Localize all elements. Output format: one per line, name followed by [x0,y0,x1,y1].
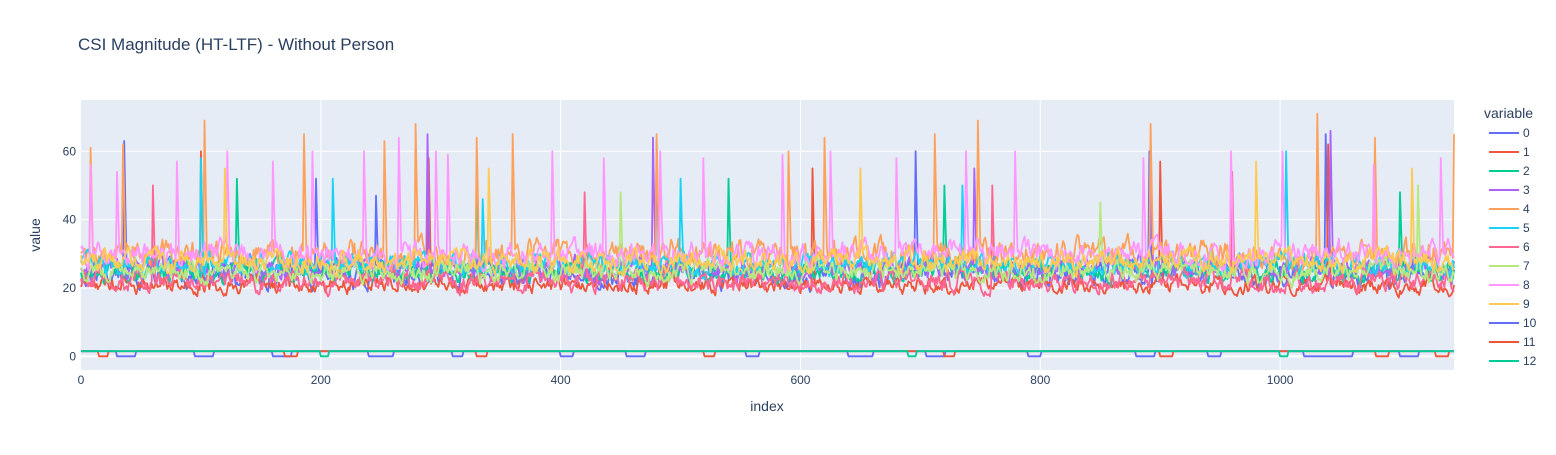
legend-item-0[interactable]: 0 [1489,126,1530,140]
x-axis-title: index [750,398,783,414]
legend-label: 2 [1523,164,1530,178]
legend-label: 6 [1523,240,1530,254]
x-tick-label: 200 [311,373,331,387]
legend-item-8[interactable]: 8 [1489,278,1530,292]
y-tick-label: 0 [69,349,76,363]
legend-item-12[interactable]: 12 [1489,354,1537,368]
tick-labels: 0 200 400 600 800 1000 0 20 40 60 [63,144,1294,387]
legend-item-9[interactable]: 9 [1489,297,1530,311]
legend-label: 11 [1523,335,1536,349]
x-tick-label: 0 [78,373,85,387]
legend-title: variable [1484,105,1533,121]
y-tick-label: 60 [63,144,77,158]
series-line-8[interactable] [80,136,1455,274]
legend-label: 0 [1523,126,1530,140]
series-line-9[interactable] [80,160,1455,278]
legend-item-10[interactable]: 10 [1489,316,1537,330]
series-line-1[interactable] [80,143,1455,299]
legend-item-2[interactable]: 2 [1489,164,1530,178]
chart-title: CSI Magnitude (HT-LTF) - Without Person [78,35,394,54]
legend-item-7[interactable]: 7 [1489,259,1530,273]
x-tick-label: 1000 [1267,373,1294,387]
legend-item-6[interactable]: 6 [1489,240,1530,254]
y-tick-label: 40 [63,213,77,227]
legend-item-1[interactable]: 1 [1489,145,1530,159]
x-tick-label: 600 [790,373,810,387]
y-axis-title: value [27,218,43,252]
legend-label: 3 [1523,183,1530,197]
legend-label: 7 [1523,259,1530,273]
y-tick-label: 20 [63,281,77,295]
plot-area[interactable] [81,100,1454,370]
legend-item-11[interactable]: 11 [1489,335,1536,349]
x-tick-label: 800 [1030,373,1050,387]
legend-label: 8 [1523,278,1530,292]
series-line-7[interactable] [80,184,1455,289]
legend-item-3[interactable]: 3 [1489,183,1530,197]
series-line-12[interactable] [81,350,1454,358]
series-group [80,112,1455,358]
legend-label: 5 [1523,221,1530,235]
legend-label: 1 [1523,145,1530,159]
legend-label: 4 [1523,202,1530,216]
x-tick-label: 400 [551,373,571,387]
legend-label: 9 [1523,297,1530,311]
legend-item-4[interactable]: 4 [1489,202,1530,216]
legend-label: 10 [1523,316,1537,330]
legend-item-5[interactable]: 5 [1489,221,1530,235]
legend-label: 12 [1523,354,1537,368]
